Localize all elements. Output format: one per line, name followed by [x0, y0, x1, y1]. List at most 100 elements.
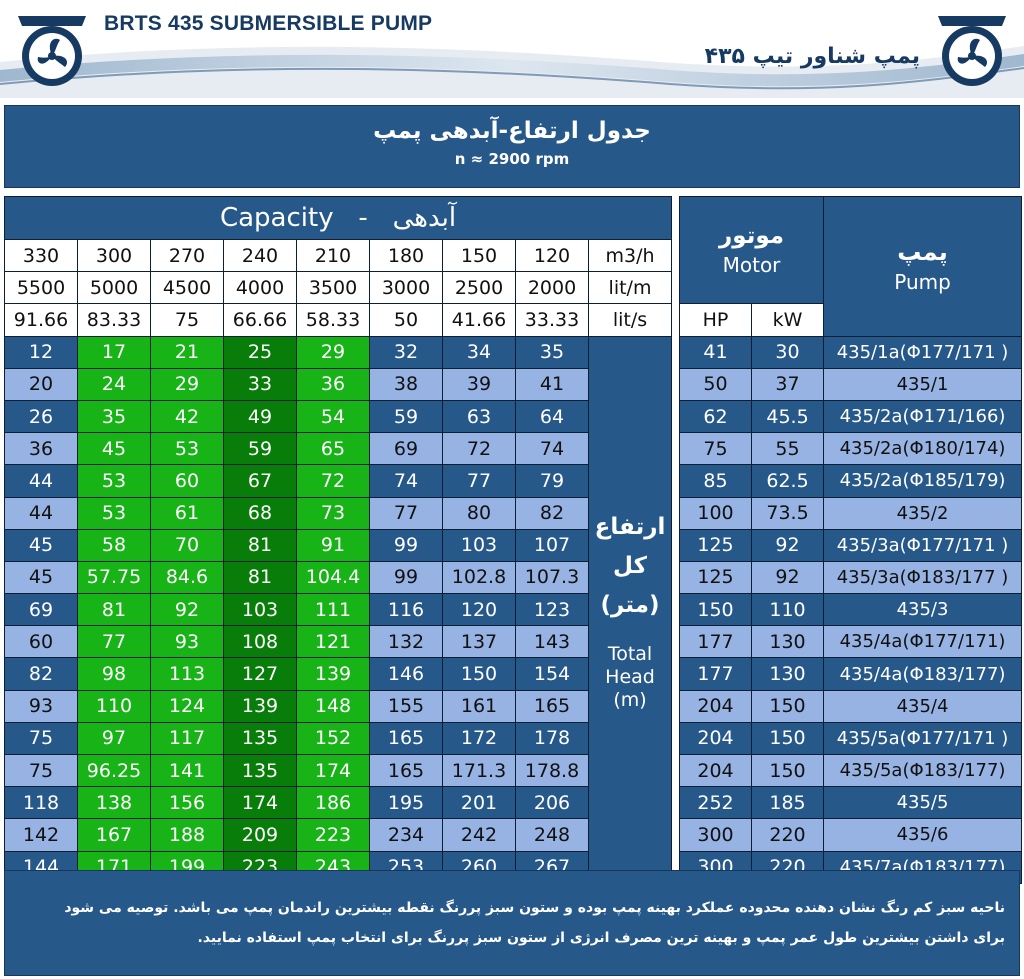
note-line-1: ناحیه سبز کم رنگ نشان دهنده محدوده عملکر…: [64, 900, 1005, 916]
motor-kw-value: 220: [751, 818, 825, 852]
motor-hp-value: 150: [679, 593, 753, 627]
head-value: 34: [442, 335, 516, 369]
table-row: 44 53 61 68 73 77 80 82 100 73.5 435/2: [4, 496, 1023, 530]
capacity-value: 75: [150, 303, 224, 337]
page-header: BRTS 435 SUBMERSIBLE PUMP پمپ شناور تیپ …: [0, 0, 1024, 98]
head-label-fa-3: (متر): [600, 592, 660, 618]
head-value: 17: [77, 335, 151, 369]
head-value: 45: [4, 560, 78, 595]
pump-model: 435/3a(Φ177/171 ): [823, 528, 1023, 562]
table-row: 93 110 124 139 148 155 161 165 204 150 435/4: [4, 689, 1023, 723]
head-value: 152: [296, 721, 370, 756]
head-value: 33: [223, 367, 297, 401]
capacity-unit: m3/h: [587, 238, 673, 273]
head-value: 248: [515, 818, 589, 852]
head-value: 41: [515, 367, 589, 401]
head-value: 165: [515, 689, 589, 723]
head-value: 82: [515, 496, 589, 530]
capacity-header: Capacity - آبدهی: [3, 196, 673, 240]
motor-kw-value: 130: [751, 625, 825, 659]
head-value: 53: [77, 464, 151, 498]
table-row: 36 45 53 59 65 69 72 74 75 55 435/2a(Φ180/174): [4, 432, 1023, 466]
head-value: 29: [296, 335, 370, 369]
motor-kw-value: 30: [751, 335, 825, 369]
head-value: 165: [369, 753, 443, 788]
head-value: 108: [223, 625, 297, 659]
motor-header: موتور Motor: [679, 195, 825, 305]
pump-model: 435/5a(Φ183/177): [823, 753, 1023, 788]
head-value: 107.3: [515, 560, 589, 595]
head-value: 74: [515, 432, 589, 466]
capacity-value: 66.66: [223, 303, 297, 337]
motor-hp-value: 125: [679, 528, 753, 562]
pump-model: 435/4: [823, 689, 1023, 723]
head-value: 111: [296, 593, 370, 627]
pump-model: 435/4a(Φ183/177): [823, 657, 1023, 691]
head-value: 174: [296, 753, 370, 788]
head-value: 72: [442, 432, 516, 466]
head-value: 72: [296, 464, 370, 498]
head-value: 70: [150, 528, 224, 562]
head-value: 124: [150, 689, 224, 723]
head-value: 116: [369, 593, 443, 627]
head-value: 161: [442, 689, 516, 723]
head-value: 167: [77, 818, 151, 852]
head-value: 139: [296, 657, 370, 691]
head-value: 57.75: [77, 560, 151, 595]
capacity-value: 50: [369, 303, 443, 337]
head-label-fa-1: ارتفاع: [594, 513, 666, 540]
pump-model: 435/3a(Φ183/177 ): [823, 560, 1023, 595]
head-value: 60: [4, 625, 78, 659]
motor-label-fa: موتور: [719, 223, 784, 250]
head-value: 29: [150, 367, 224, 401]
motor-kw-value: 130: [751, 657, 825, 691]
capacity-value: 330: [4, 238, 78, 273]
head-value: 150: [442, 657, 516, 691]
head-value: 58: [77, 528, 151, 562]
head-value: 69: [4, 593, 78, 627]
capacity-value: 3500: [296, 271, 370, 305]
head-value: 155: [369, 689, 443, 723]
motor-kw-value: 55: [751, 432, 825, 466]
head-value: 60: [150, 464, 224, 498]
head-value: 92: [150, 593, 224, 627]
head-value: 186: [296, 786, 370, 820]
head-value: 69: [369, 432, 443, 466]
capacity-value: 4500: [150, 271, 224, 305]
head-value: 84.6: [150, 560, 224, 595]
head-value: 24: [77, 367, 151, 401]
head-value: 103: [223, 593, 297, 627]
head-value: 77: [442, 464, 516, 498]
head-label-en-3: (m): [613, 688, 647, 711]
head-value: 35: [77, 399, 151, 434]
capacity-value: 2500: [442, 271, 516, 305]
header-title-fa: پمپ شناور تیپ ۴۳۵: [704, 44, 920, 69]
table-row: 75 96.25 141 135 174 165 171.3 178.8 204 150 435/5…: [4, 753, 1023, 788]
motor-hp-value: 204: [679, 753, 753, 788]
capacity-unit: lit/s: [587, 303, 673, 337]
motor-hp-value: 252: [679, 786, 753, 820]
capacity-separator: -: [358, 203, 368, 233]
head-value: 63: [442, 399, 516, 434]
head-value: 39: [442, 367, 516, 401]
head-value: 223: [296, 818, 370, 852]
motor-hp-value: 85: [679, 464, 753, 498]
head-value: 20: [4, 367, 78, 401]
head-value: 25: [223, 335, 297, 369]
head-value: 143: [515, 625, 589, 659]
head-value: 242: [442, 818, 516, 852]
pump-model: 435/2a(Φ185/179): [823, 464, 1023, 498]
head-value: 121: [296, 625, 370, 659]
motor-kw-value: 37: [751, 367, 825, 401]
head-value: 32: [369, 335, 443, 369]
pump-label-en: Pump: [894, 270, 951, 295]
head-value: 110: [77, 689, 151, 723]
head-value: 42: [150, 399, 224, 434]
head-value: 165: [369, 721, 443, 756]
head-value: 123: [515, 593, 589, 627]
head-value: 178: [515, 721, 589, 756]
capacity-value: 5000: [77, 271, 151, 305]
motor-hp-value: 300: [679, 818, 753, 852]
head-value: 91: [296, 528, 370, 562]
head-value: 96.25: [77, 753, 151, 788]
